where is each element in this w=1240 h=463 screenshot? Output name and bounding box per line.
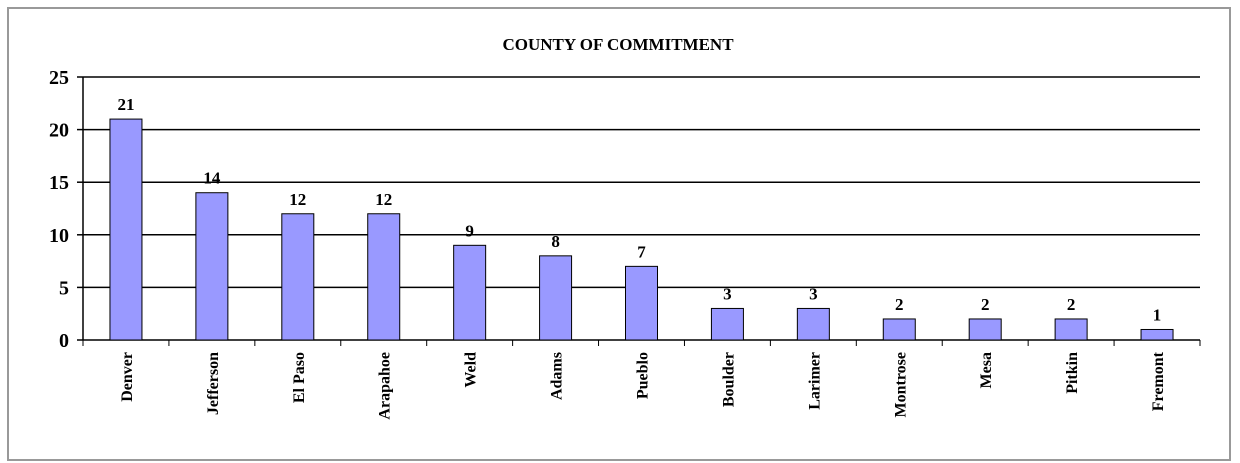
x-tick-label: Fremont <box>1150 351 1167 411</box>
data-label: 3 <box>723 284 732 303</box>
bar <box>453 244 487 341</box>
x-tick-label: Weld <box>463 352 480 388</box>
bar <box>195 192 229 341</box>
y-tick-label: 15 <box>49 172 69 194</box>
bar <box>968 318 1002 341</box>
bar <box>625 265 658 341</box>
x-tick-label: Pueblo <box>635 352 652 399</box>
bar <box>1054 318 1088 341</box>
chart-frame <box>7 7 1231 461</box>
x-tick-label: Arapahoe <box>377 352 394 420</box>
data-label: 12 <box>375 190 392 209</box>
data-label: 3 <box>809 284 818 303</box>
data-label: 2 <box>1067 295 1076 314</box>
bar <box>367 213 401 341</box>
data-label: 1 <box>1153 305 1162 324</box>
data-label: 2 <box>981 295 990 314</box>
bar <box>539 255 573 341</box>
data-label: 7 <box>637 242 646 261</box>
bar <box>109 118 143 341</box>
y-tick-label: 20 <box>49 120 69 142</box>
chart-title: COUNTY OF COMMITMENT <box>502 35 734 54</box>
y-tick-label: 0 <box>59 330 69 352</box>
x-tick-label: Adams <box>549 352 566 400</box>
bar <box>281 213 315 341</box>
x-tick-label: Denver <box>119 352 136 402</box>
data-label: 14 <box>203 169 221 188</box>
data-label: 9 <box>465 221 474 240</box>
data-label: 21 <box>117 95 134 114</box>
bar <box>1140 328 1174 341</box>
x-tick-label: Larimer <box>806 352 823 410</box>
x-tick-label: Jefferson <box>205 352 222 415</box>
y-tick-label: 5 <box>59 277 69 299</box>
data-label: 2 <box>895 295 904 314</box>
x-tick-label: Mesa <box>978 352 995 388</box>
data-label: 8 <box>551 232 560 251</box>
y-tick-label: 10 <box>49 225 69 247</box>
x-tick-label: Boulder <box>720 352 737 407</box>
x-tick-label: El Paso <box>291 352 308 403</box>
bar <box>796 307 830 341</box>
bar <box>710 307 744 341</box>
x-tick-label: Pitkin <box>1064 352 1081 394</box>
bar <box>882 318 916 341</box>
data-label: 12 <box>289 190 306 209</box>
y-tick-label: 25 <box>49 67 69 89</box>
x-tick-label: Montrose <box>892 352 909 417</box>
